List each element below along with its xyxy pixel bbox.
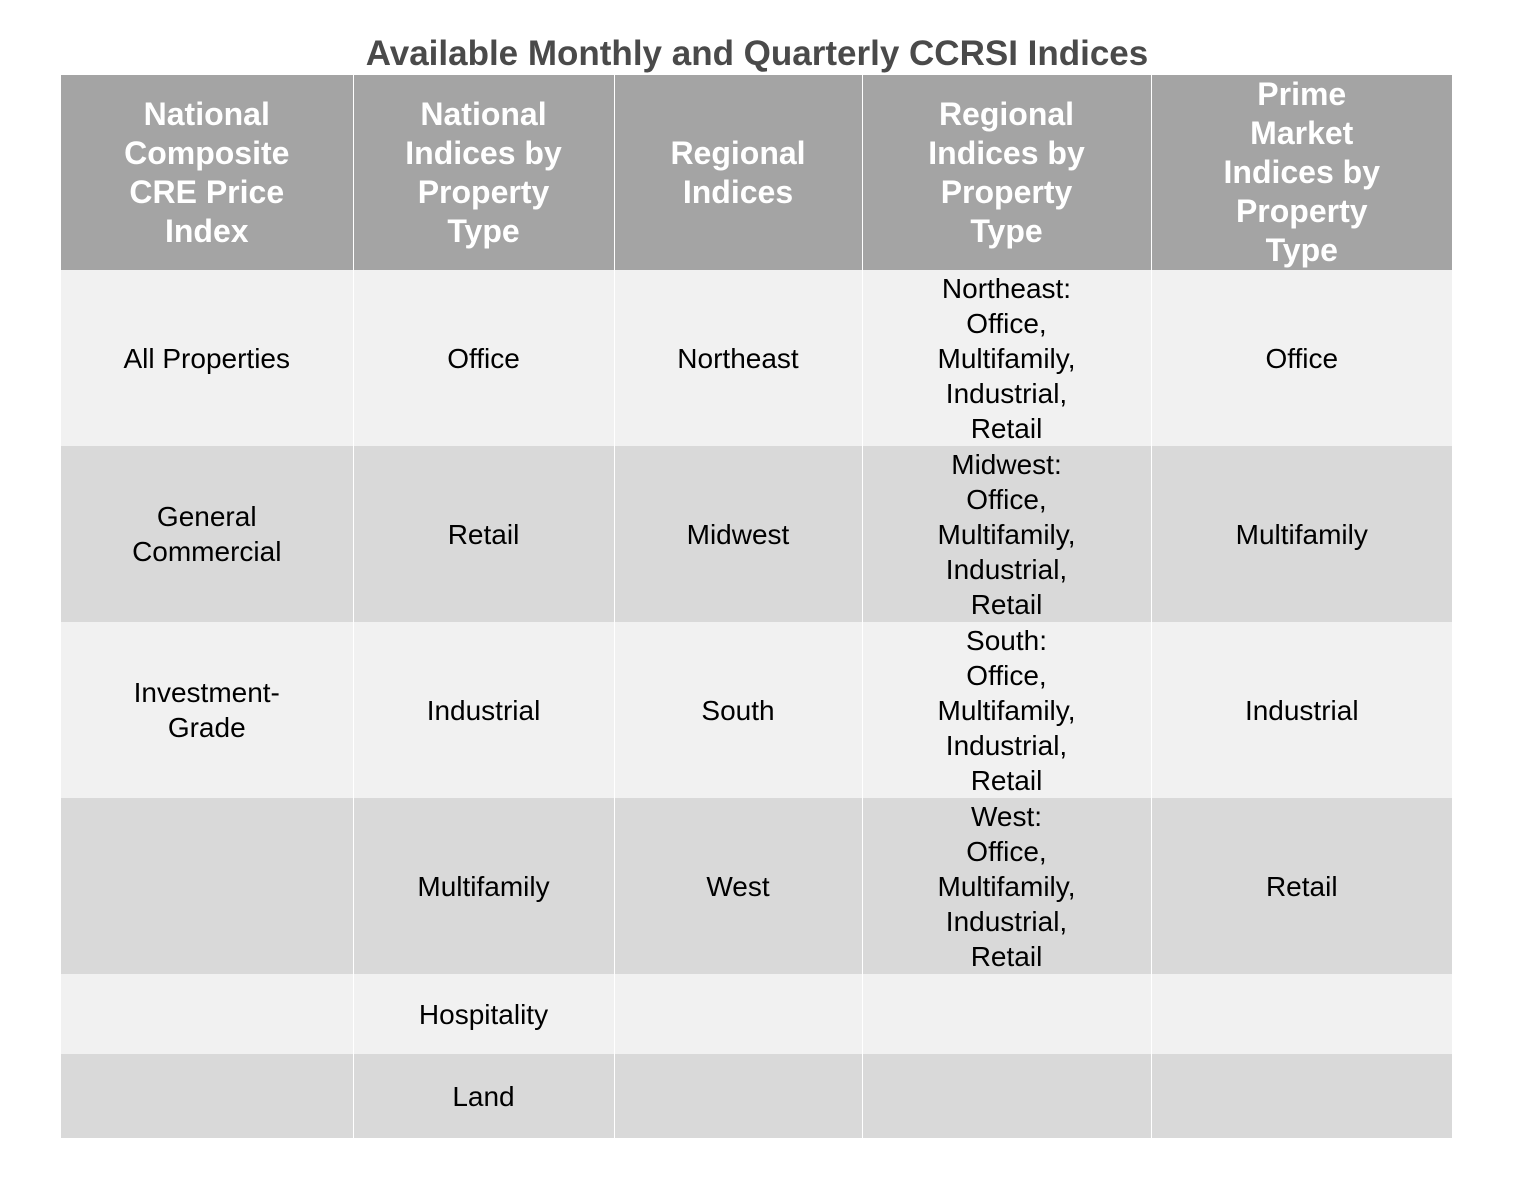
table-cell: Multifamily bbox=[1150, 446, 1452, 622]
table-cell: South bbox=[613, 622, 863, 798]
table-cell: Northeast: Office, Multifamily, Industri… bbox=[861, 270, 1152, 446]
table-cell: All Properties bbox=[61, 270, 354, 446]
table-cell: South: Office, Multifamily, Industrial, … bbox=[861, 622, 1152, 798]
table-cell bbox=[1150, 974, 1452, 1054]
table-row: Land bbox=[61, 1054, 1452, 1138]
table-row: All Properties Office Northeast Northeas… bbox=[61, 270, 1452, 446]
table-cell bbox=[1150, 1054, 1452, 1138]
table-cell: West bbox=[613, 798, 863, 974]
table-cell: General Commercial bbox=[61, 446, 354, 622]
header-national-by-property-type: National Indices by Property Type bbox=[352, 75, 615, 270]
header-regional-by-property-type: Regional Indices by Property Type bbox=[861, 75, 1152, 270]
ccrsi-indices-table: National Composite CRE Price Index Natio… bbox=[61, 75, 1452, 1138]
table-cell: Industrial bbox=[352, 622, 615, 798]
table-cell: Office bbox=[352, 270, 615, 446]
table-title: Available Monthly and Quarterly CCRSI In… bbox=[365, 34, 1149, 73]
table-cell: Retail bbox=[352, 446, 615, 622]
header-regional-indices: Regional Indices bbox=[613, 75, 863, 270]
table-cell: Hospitality bbox=[352, 974, 615, 1054]
header-prime-market-by-property-type: Prime Market Indices by Property Type bbox=[1150, 75, 1452, 270]
table-row: Hospitality bbox=[61, 974, 1452, 1054]
table-row: Multifamily West West: Office, Multifami… bbox=[61, 798, 1452, 974]
header-national-composite: National Composite CRE Price Index bbox=[61, 75, 354, 270]
header-row: National Composite CRE Price Index Natio… bbox=[61, 75, 1452, 270]
table-cell: Office bbox=[1150, 270, 1452, 446]
table-cell: Investment- Grade bbox=[61, 622, 354, 798]
table-cell: Multifamily bbox=[352, 798, 615, 974]
table-row: General Commercial Retail Midwest Midwes… bbox=[61, 446, 1452, 622]
table-cell: Northeast bbox=[613, 270, 863, 446]
table-cell bbox=[613, 974, 863, 1054]
table-cell: Industrial bbox=[1150, 622, 1452, 798]
table-cell bbox=[61, 1054, 354, 1138]
table-cell: Land bbox=[352, 1054, 615, 1138]
table-cell bbox=[861, 1054, 1152, 1138]
table-cell: Midwest bbox=[613, 446, 863, 622]
table-row: Investment- Grade Industrial South South… bbox=[61, 622, 1452, 798]
table-cell: West: Office, Multifamily, Industrial, R… bbox=[861, 798, 1152, 974]
table-cell bbox=[61, 974, 354, 1054]
table-cell bbox=[861, 974, 1152, 1054]
table-cell bbox=[613, 1054, 863, 1138]
table-cell: Midwest: Office, Multifamily, Industrial… bbox=[861, 446, 1152, 622]
table-cell: Retail bbox=[1150, 798, 1452, 974]
table-cell bbox=[61, 798, 354, 974]
